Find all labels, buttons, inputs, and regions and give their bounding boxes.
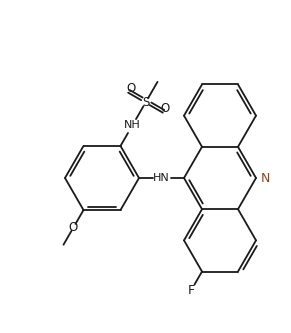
Text: NH: NH: [124, 120, 141, 130]
Text: HN: HN: [153, 173, 170, 183]
Text: O: O: [161, 102, 170, 115]
Text: F: F: [187, 284, 195, 297]
Text: O: O: [126, 82, 135, 95]
Text: S: S: [142, 96, 149, 109]
Text: N: N: [261, 171, 270, 184]
Text: O: O: [69, 221, 78, 234]
